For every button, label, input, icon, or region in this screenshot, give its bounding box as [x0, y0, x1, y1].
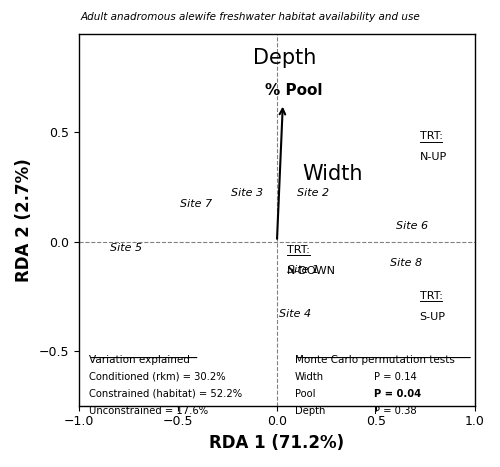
Text: TRT:: TRT:: [287, 245, 310, 255]
Text: Site 7: Site 7: [180, 199, 212, 209]
Text: P = 0.04: P = 0.04: [374, 389, 422, 399]
Y-axis label: RDA 2 (2.7%): RDA 2 (2.7%): [15, 158, 33, 282]
Text: Pool: Pool: [295, 389, 316, 399]
Text: N-UP: N-UP: [420, 152, 447, 162]
Text: TRT:: TRT:: [420, 131, 442, 141]
Text: Monte Carlo permutation tests: Monte Carlo permutation tests: [295, 355, 454, 365]
Text: P = 0.14: P = 0.14: [374, 372, 417, 382]
Text: Site 6: Site 6: [396, 221, 428, 231]
Text: Constrained (habitat) = 52.2%: Constrained (habitat) = 52.2%: [88, 389, 242, 399]
X-axis label: RDA 1 (71.2%): RDA 1 (71.2%): [210, 434, 344, 452]
Text: Depth: Depth: [295, 405, 325, 416]
Text: Conditioned (rkm) = 30.2%: Conditioned (rkm) = 30.2%: [88, 372, 226, 382]
Text: N-DOWN: N-DOWN: [287, 266, 336, 276]
Text: Width: Width: [295, 372, 324, 382]
Text: Depth: Depth: [253, 48, 316, 68]
Text: Site 4: Site 4: [279, 309, 311, 319]
Text: Unconstrained = 17.6%: Unconstrained = 17.6%: [88, 405, 208, 416]
Text: Width: Width: [302, 164, 362, 184]
Text: Site 8: Site 8: [390, 258, 422, 269]
Text: Site 5: Site 5: [110, 243, 142, 253]
Text: TRT:: TRT:: [420, 290, 442, 301]
Text: Adult anadromous alewife freshwater habitat availability and use: Adult anadromous alewife freshwater habi…: [80, 12, 420, 21]
Text: Variation explained: Variation explained: [88, 355, 190, 365]
Text: Site 2: Site 2: [296, 189, 329, 198]
Text: P = 0.38: P = 0.38: [374, 405, 416, 416]
Text: Site 1: Site 1: [287, 265, 319, 275]
Text: % Pool: % Pool: [265, 83, 322, 98]
Text: S-UP: S-UP: [420, 311, 446, 322]
Text: Site 3: Site 3: [232, 189, 264, 198]
